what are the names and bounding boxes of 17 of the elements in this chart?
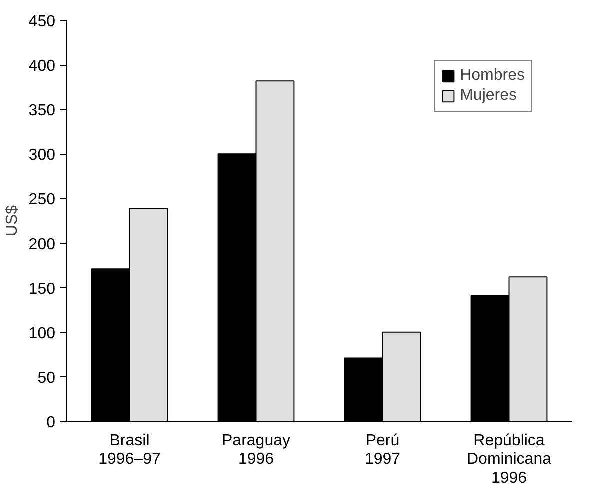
x-tick-label: Brasil 1996–97 (98, 432, 161, 468)
x-tick-label: Perú 1997 (364, 432, 401, 468)
x-tick-label: República Dominicana 1996 (467, 432, 552, 487)
legend-label: Mujeres (460, 87, 517, 105)
y-tick-label: 0 (46, 414, 56, 432)
y-tick-label: 400 (28, 58, 56, 76)
y-tick-label: 350 (28, 102, 56, 120)
y-axis-title: US$ (4, 205, 21, 237)
y-tick-label: 300 (28, 147, 56, 164)
x-tick-label: Paraguay 1996 (222, 432, 291, 468)
y-tick-label: 100 (28, 325, 56, 342)
y-tick-label: 50 (38, 370, 56, 387)
y-tick-label: 250 (28, 192, 56, 209)
y-tick-label: 150 (28, 280, 56, 298)
y-tick-label: 450 (28, 14, 56, 30)
legend-label: Hombres (460, 67, 525, 85)
y-tick-label: 200 (28, 236, 56, 254)
